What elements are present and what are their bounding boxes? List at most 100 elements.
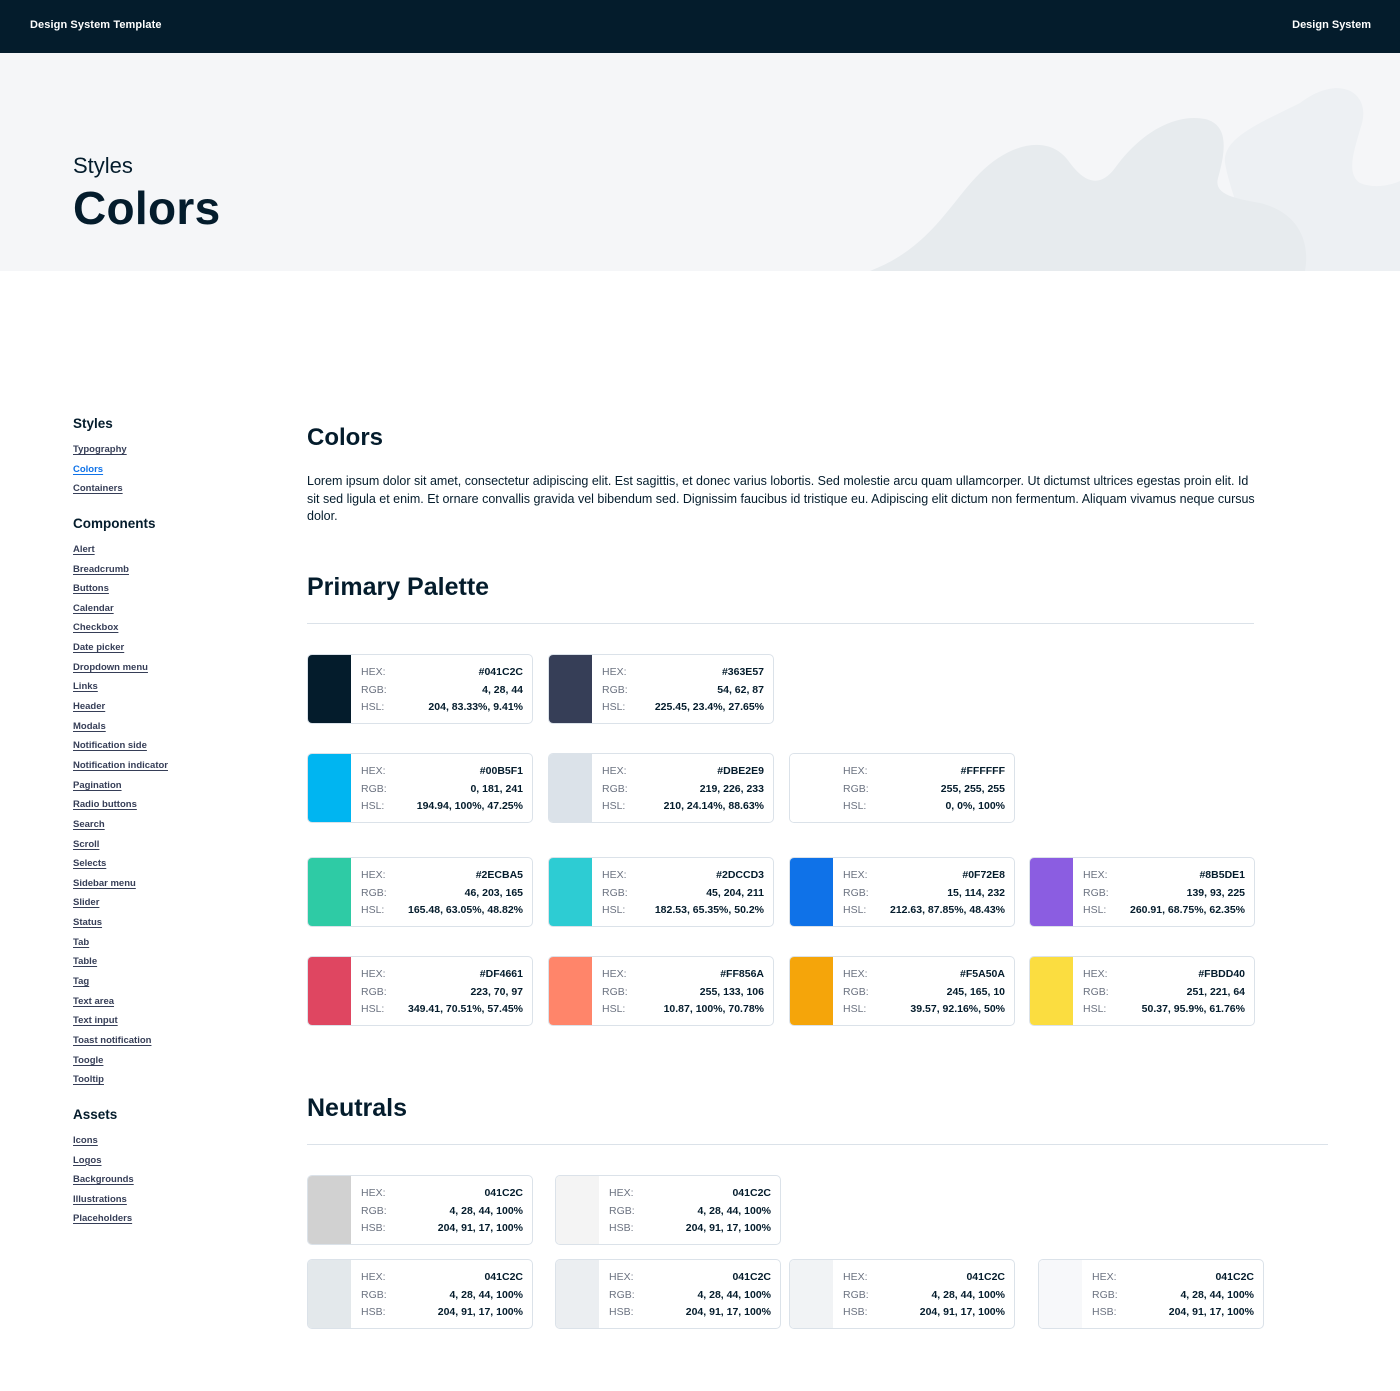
color-card[interactable]: HEX: #DBE2E9 RGB: 219, 226, 233 HSL: 210, 24.…: [548, 753, 774, 823]
color-card[interactable]: HEX: #00B5F1 RGB: 0, 181, 241 HSL: 194.94, 10…: [307, 753, 533, 823]
sidebar-item-status[interactable]: Status: [73, 912, 253, 932]
color-card[interactable]: HEX: #FBDD40 RGB: 251, 221, 64 HSL: 50.37, 95…: [1029, 956, 1255, 1026]
sidebar-item-tooltip[interactable]: Tooltip: [73, 1069, 253, 1089]
rgb-value: 0, 181, 241: [470, 782, 523, 795]
hex-label: HEX:: [361, 765, 386, 777]
hsl-value: 194.94, 100%, 47.25%: [416, 800, 523, 812]
color-card[interactable]: HEX: #FFFFFF RGB: 255, 255, 255 HSL: 0, 0%, 1…: [789, 753, 1015, 823]
color-swatch: [308, 957, 351, 1025]
sidebar-item-label: Breadcrumb: [73, 563, 129, 575]
sidebar-item-illustrations[interactable]: Illustrations: [73, 1189, 253, 1209]
hex-label: HEX:: [843, 765, 868, 777]
sidebar-item-label: Notification side: [73, 740, 147, 752]
rgb-label: RGB:: [602, 886, 628, 899]
sidebar-item-logos[interactable]: Logos: [73, 1150, 253, 1170]
color-card[interactable]: HEX: 041C2C RGB: 4, 28, 44, 100% HSB: 204, 91…: [555, 1259, 781, 1329]
sidebar-item-breadcrumb[interactable]: Breadcrumb: [73, 559, 253, 579]
sidebar-item-scroll[interactable]: Scroll: [73, 834, 253, 854]
rgb-value: 4, 28, 44, 100%: [449, 1204, 523, 1217]
sidebar-item-sidebar-menu[interactable]: Sidebar menu: [73, 873, 253, 893]
sidebar-item-typography[interactable]: Typography: [73, 439, 253, 459]
color-swatch: [308, 655, 351, 723]
rgb-label: RGB:: [602, 985, 628, 998]
color-card[interactable]: HEX: 041C2C RGB: 4, 28, 44, 100% HSB: 204, 91…: [1038, 1259, 1264, 1329]
color-card[interactable]: HEX: #0F72E8 RGB: 15, 114, 232 HSL: 212.63, 8…: [789, 857, 1015, 927]
color-card[interactable]: HEX: 041C2C RGB: 4, 28, 44, 100% HSB: 204, 91…: [789, 1259, 1015, 1329]
color-card[interactable]: HEX: 041C2C RGB: 4, 28, 44, 100% HSB: 204, 91…: [307, 1175, 533, 1245]
sidebar-item-search[interactable]: Search: [73, 814, 253, 834]
rgb-value: 251, 221, 64: [1186, 985, 1245, 998]
nav-link-design-system[interactable]: Design System: [1292, 19, 1371, 31]
sidebar-item-table[interactable]: Table: [73, 951, 253, 971]
hex-value: #DBE2E9: [717, 765, 764, 777]
sidebar-group-title: Assets: [73, 1106, 118, 1122]
color-card[interactable]: HEX: #041C2C RGB: 4, 28, 44 HSL: 204, 83.33%,…: [307, 654, 533, 724]
color-card[interactable]: HEX: 041C2C RGB: 4, 28, 44, 100% HSB: 204, 91…: [307, 1259, 533, 1329]
sidebar-item-notification-indicator[interactable]: Notification indicator: [73, 755, 253, 775]
color-swatch: [308, 754, 351, 822]
sidebar-item-radio-buttons[interactable]: Radio buttons: [73, 794, 253, 814]
color-card[interactable]: HEX: #2DCCD3 RGB: 45, 204, 211 HSL: 182.53, 6…: [548, 857, 774, 927]
sidebar-item-label: Header: [73, 701, 106, 713]
sidebar-item-notification-side[interactable]: Notification side: [73, 735, 253, 755]
sidebar-item-buttons[interactable]: Buttons: [73, 578, 253, 598]
sidebar-item-toogle[interactable]: Toogle: [73, 1050, 253, 1070]
sidebar-item-toast-notification[interactable]: Toast notification: [73, 1030, 253, 1050]
neutrals-heading: Neutrals: [307, 1094, 408, 1122]
hex-value: #041C2C: [478, 666, 523, 678]
sidebar-item-label: Typography: [73, 444, 127, 455]
hsl-label: HSL:: [602, 701, 626, 713]
sidebar-item-selects[interactable]: Selects: [73, 853, 253, 873]
rgb-value: 245, 165, 10: [946, 985, 1005, 998]
sidebar-item-text-area[interactable]: Text area: [73, 991, 253, 1011]
hex-value: #FFFFFF: [960, 765, 1005, 777]
color-card[interactable]: HEX: #FF856A RGB: 255, 133, 106 HSL: 10.87, 1…: [548, 956, 774, 1026]
color-card[interactable]: HEX: #363E57 RGB: 54, 62, 87 HSL: 225.45, 23.…: [548, 654, 774, 724]
hsl-label: HSL:: [361, 800, 385, 812]
sidebar-item-backgrounds[interactable]: Backgrounds: [73, 1169, 253, 1189]
hsl-value: 210, 24.14%, 88.63%: [663, 800, 764, 812]
color-card[interactable]: HEX: #8B5DE1 RGB: 139, 93, 225 HSL: 260.91, 6…: [1029, 857, 1255, 927]
sidebar-item-tag[interactable]: Tag: [73, 971, 253, 991]
rgb-label: RGB:: [1092, 1288, 1118, 1301]
sidebar-item-label: Toogle: [73, 1054, 104, 1066]
hsl-value: 50.37, 95.9%, 61.76%: [1141, 1003, 1245, 1015]
color-card[interactable]: HEX: #DF4661 RGB: 223, 70, 97 HSL: 349.41, 70…: [307, 956, 533, 1026]
hex-label: HEX:: [361, 666, 386, 678]
sidebar-item-label: Selects: [73, 858, 107, 870]
hsb-label: HSB:: [361, 1222, 386, 1234]
sidebar-item-colors[interactable]: Colors: [73, 459, 253, 479]
sidebar-item-slider[interactable]: Slider: [73, 892, 253, 912]
sidebar-item-header[interactable]: Header: [73, 696, 253, 716]
rgb-value: 255, 133, 106: [699, 985, 764, 998]
color-card[interactable]: HEX: #F5A50A RGB: 245, 165, 10 HSL: 39.57, 92…: [789, 956, 1015, 1026]
hsl-value: 212.63, 87.85%, 48.43%: [889, 904, 1005, 916]
rgb-label: RGB:: [1083, 886, 1109, 899]
rgb-value: 219, 226, 233: [699, 782, 764, 795]
sidebar-item-alert[interactable]: Alert: [73, 539, 253, 559]
color-card[interactable]: HEX: 041C2C RGB: 4, 28, 44, 100% HSB: 204, 91…: [555, 1175, 781, 1245]
sidebar-item-text-input[interactable]: Text input: [73, 1010, 253, 1030]
sidebar-item-label: Status: [73, 917, 103, 929]
hero-decoration-blob: [870, 88, 1400, 271]
hero-title: Colors: [73, 182, 221, 234]
hsb-value: 204, 91, 17, 100%: [437, 1222, 523, 1234]
rgb-label: RGB:: [361, 782, 387, 795]
hsb-value: 204, 91, 17, 100%: [1168, 1306, 1254, 1318]
rgb-label: RGB:: [602, 782, 628, 795]
sidebar-item-date-picker[interactable]: Date picker: [73, 637, 253, 657]
sidebar-item-placeholders[interactable]: Placeholders: [73, 1208, 253, 1228]
sidebar-item-checkbox[interactable]: Checkbox: [73, 617, 253, 637]
sidebar-item-pagination[interactable]: Pagination: [73, 775, 253, 795]
color-card[interactable]: HEX: #2ECBA5 RGB: 46, 203, 165 HSL: 165.48, 6…: [307, 857, 533, 927]
sidebar-item-links[interactable]: Links: [73, 676, 253, 696]
sidebar-item-modals[interactable]: Modals: [73, 716, 253, 736]
sidebar-item-dropdown-menu[interactable]: Dropdown menu: [73, 657, 253, 677]
sidebar-item-icons[interactable]: Icons: [73, 1130, 253, 1150]
sidebar-item-tab[interactable]: Tab: [73, 932, 253, 952]
sidebar-item-calendar[interactable]: Calendar: [73, 598, 253, 618]
sidebar-item-containers[interactable]: Containers: [73, 478, 253, 498]
brand-title[interactable]: Design System Template: [30, 19, 162, 31]
color-swatch: [790, 858, 833, 926]
sidebar-item-label: Alert: [73, 543, 95, 555]
